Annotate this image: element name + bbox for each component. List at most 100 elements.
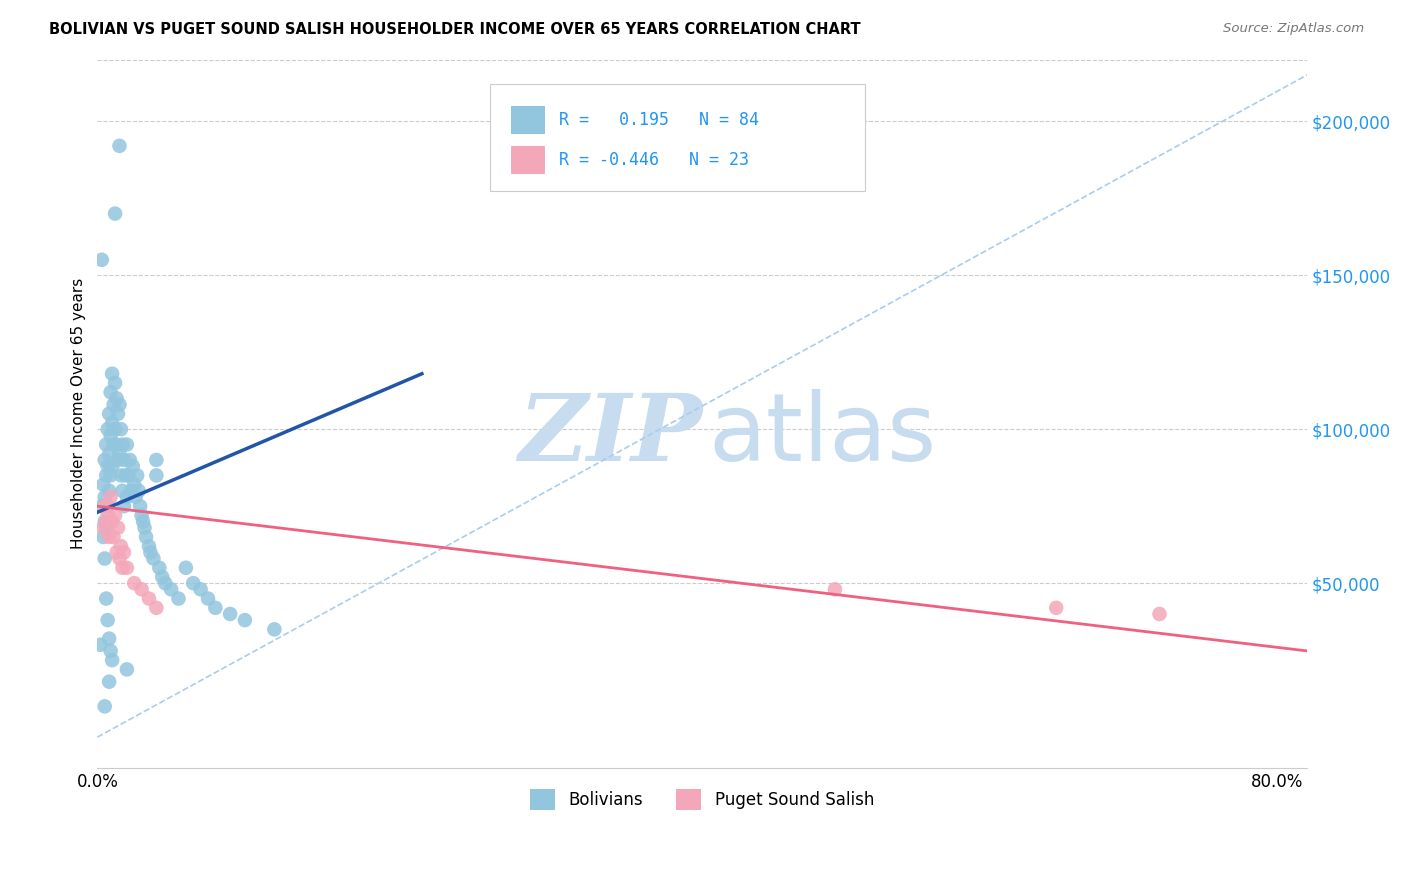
Point — [197, 591, 219, 606]
Point — [100, 428, 122, 442]
Point — [110, 422, 132, 436]
Point — [93, 453, 115, 467]
Point — [115, 437, 138, 451]
Point — [101, 653, 124, 667]
Point — [108, 398, 131, 412]
Point — [108, 551, 131, 566]
Point — [101, 515, 124, 529]
Point — [93, 551, 115, 566]
Point — [97, 508, 120, 523]
Point — [148, 561, 170, 575]
Point — [204, 600, 226, 615]
Point — [132, 515, 155, 529]
Point — [97, 459, 120, 474]
Point — [138, 539, 160, 553]
Point — [91, 530, 114, 544]
Point — [115, 662, 138, 676]
Point — [145, 453, 167, 467]
Point — [97, 499, 120, 513]
Point — [134, 521, 156, 535]
Point — [96, 515, 118, 529]
Point — [122, 576, 145, 591]
FancyBboxPatch shape — [510, 105, 546, 134]
Point — [263, 623, 285, 637]
Point — [107, 453, 129, 467]
Point — [122, 477, 145, 491]
Point — [90, 499, 112, 513]
Point — [117, 468, 139, 483]
Point — [103, 398, 125, 412]
Point — [98, 530, 121, 544]
Point — [118, 453, 141, 467]
Point — [98, 632, 121, 646]
Point — [131, 582, 153, 597]
Point — [89, 638, 111, 652]
Point — [91, 521, 114, 535]
Text: R = -0.446   N = 23: R = -0.446 N = 23 — [560, 151, 749, 169]
Point — [101, 367, 124, 381]
Text: Source: ZipAtlas.com: Source: ZipAtlas.com — [1223, 22, 1364, 36]
Point — [98, 447, 121, 461]
Point — [145, 468, 167, 483]
Point — [104, 508, 127, 523]
Point — [93, 499, 115, 513]
Point — [150, 570, 173, 584]
Point — [107, 407, 129, 421]
Point — [104, 376, 127, 390]
Point — [115, 490, 138, 504]
FancyBboxPatch shape — [491, 85, 866, 191]
Point — [93, 699, 115, 714]
Point — [96, 468, 118, 483]
Point — [105, 437, 128, 451]
Point — [108, 138, 131, 153]
Point — [96, 437, 118, 451]
Point — [824, 582, 846, 597]
Point — [115, 561, 138, 575]
Point — [93, 515, 115, 529]
Point — [105, 545, 128, 559]
Point — [127, 468, 149, 483]
Point — [139, 545, 162, 559]
Text: ZIP: ZIP — [517, 390, 702, 480]
Point — [111, 561, 134, 575]
Point — [104, 422, 127, 436]
Point — [233, 613, 256, 627]
Point — [103, 530, 125, 544]
Point — [112, 499, 135, 513]
Point — [219, 607, 242, 621]
Point — [114, 468, 136, 483]
Point — [167, 591, 190, 606]
Point — [155, 576, 177, 591]
Point — [100, 490, 122, 504]
Point — [93, 490, 115, 504]
Point — [111, 437, 134, 451]
Point — [145, 600, 167, 615]
Legend: Bolivians, Puget Sound Salish: Bolivians, Puget Sound Salish — [523, 782, 880, 816]
Point — [98, 407, 121, 421]
Point — [128, 483, 150, 498]
Point — [90, 252, 112, 267]
Point — [96, 521, 118, 535]
Point — [110, 539, 132, 553]
Point — [107, 521, 129, 535]
Point — [101, 416, 124, 430]
Point — [108, 447, 131, 461]
Point — [181, 576, 204, 591]
Point — [110, 468, 132, 483]
Point — [98, 483, 121, 498]
Point — [96, 591, 118, 606]
Point — [103, 437, 125, 451]
Y-axis label: Householder Income Over 65 years: Householder Income Over 65 years — [72, 278, 86, 549]
Point — [142, 551, 165, 566]
Point — [91, 477, 114, 491]
Point — [174, 561, 197, 575]
Point — [160, 582, 183, 597]
Point — [135, 530, 157, 544]
Point — [129, 499, 152, 513]
Point — [121, 459, 143, 474]
Point — [190, 582, 212, 597]
Point — [97, 613, 120, 627]
Point — [104, 206, 127, 220]
Point — [112, 453, 135, 467]
Point — [101, 459, 124, 474]
